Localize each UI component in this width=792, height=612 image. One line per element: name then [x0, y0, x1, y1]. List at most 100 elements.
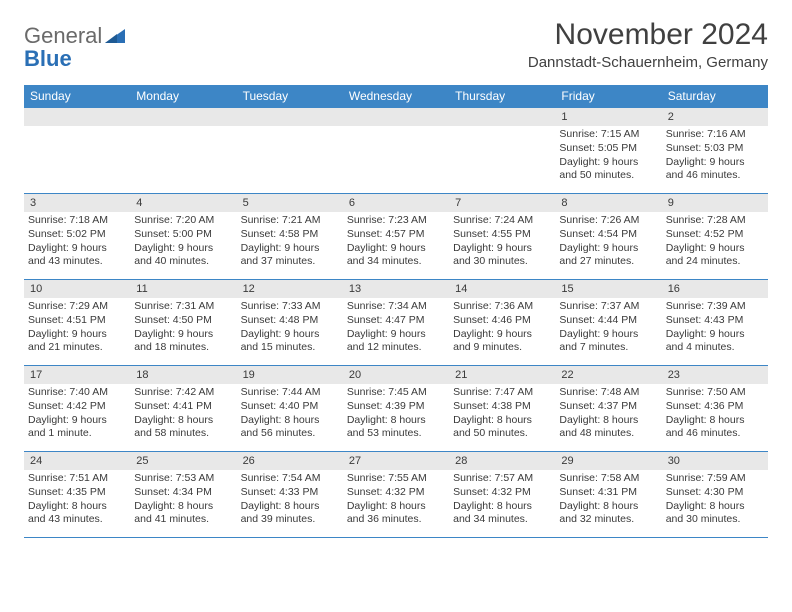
daylight-text: Daylight: 8 hours and 30 minutes.	[666, 500, 764, 527]
calendar-cell: 22Sunrise: 7:48 AMSunset: 4:37 PMDayligh…	[555, 366, 661, 452]
calendar-cell: 12 Sunrise: 7:33 AMSunset: 4:48 PMDayligh…	[237, 280, 343, 366]
day-number: 5	[237, 194, 343, 212]
sunset-text: Sunset: 4:31 PM	[559, 486, 657, 500]
month-title: November 2024	[528, 18, 768, 52]
calendar-cell: 17Sunrise: 7:40 AMSunset: 4:42 PMDayligh…	[24, 366, 130, 452]
calendar-cell	[449, 108, 555, 194]
daylight-text: Daylight: 9 hours and 30 minutes.	[453, 242, 551, 269]
sunrise-text: Sunrise: 7:57 AM	[453, 472, 551, 486]
calendar-week-row: 1Sunrise: 7:15 AMSunset: 5:05 PMDaylight…	[24, 108, 768, 194]
day-number: 16	[662, 280, 768, 298]
sunrise-text: Sunrise: 7:50 AM	[666, 386, 764, 400]
calendar-cell	[24, 108, 130, 194]
daylight-text: Daylight: 9 hours and 12 minutes.	[347, 328, 445, 355]
daylight-text: Daylight: 9 hours and 1 minute.	[28, 414, 126, 441]
daylight-text: Daylight: 9 hours and 27 minutes.	[559, 242, 657, 269]
day-header-sunday: Sunday	[24, 85, 130, 108]
sunrise-text: Sunrise: 7:36 AM	[453, 300, 551, 314]
day-number: 12	[237, 280, 343, 298]
sunset-text: Sunset: 4:57 PM	[347, 228, 445, 242]
sunset-text: Sunset: 4:44 PM	[559, 314, 657, 328]
location: Dannstadt-Schauernheim, Germany	[528, 54, 768, 71]
calendar-cell: 24Sunrise: 7:51 AMSunset: 4:35 PMDayligh…	[24, 452, 130, 538]
day-number: 9	[662, 194, 768, 212]
day-number: 18	[130, 366, 236, 384]
sunset-text: Sunset: 4:54 PM	[559, 228, 657, 242]
calendar-cell: 16Sunrise: 7:39 AMSunset: 4:43 PMDayligh…	[662, 280, 768, 366]
daylight-text: Daylight: 9 hours and 37 minutes.	[241, 242, 339, 269]
daylight-text: Daylight: 8 hours and 58 minutes.	[134, 414, 232, 441]
day-number: 6	[343, 194, 449, 212]
sunset-text: Sunset: 4:35 PM	[28, 486, 126, 500]
sunrise-text: Sunrise: 7:20 AM	[134, 214, 232, 228]
sunrise-text: Sunrise: 7:24 AM	[453, 214, 551, 228]
calendar-week-row: 17Sunrise: 7:40 AMSunset: 4:42 PMDayligh…	[24, 366, 768, 452]
sunset-text: Sunset: 4:32 PM	[347, 486, 445, 500]
sunset-text: Sunset: 4:47 PM	[347, 314, 445, 328]
daylight-text: Daylight: 8 hours and 34 minutes.	[453, 500, 551, 527]
day-number: 27	[343, 452, 449, 470]
sunrise-text: Sunrise: 7:54 AM	[241, 472, 339, 486]
logo-word-general: General	[24, 23, 102, 48]
daylight-text: Daylight: 8 hours and 43 minutes.	[28, 500, 126, 527]
sunset-text: Sunset: 4:34 PM	[134, 486, 232, 500]
logo: General Blue	[24, 24, 125, 70]
calendar-cell: 11 Sunrise: 7:31 AMSunset: 4:50 PMDayligh…	[130, 280, 236, 366]
day-number: 15	[555, 280, 661, 298]
day-number: 26	[237, 452, 343, 470]
sunrise-text: Sunrise: 7:51 AM	[28, 472, 126, 486]
day-number: 11	[130, 280, 236, 298]
sunset-text: Sunset: 4:30 PM	[666, 486, 764, 500]
logo-triangle-icon	[105, 23, 125, 48]
sunrise-text: Sunrise: 7:53 AM	[134, 472, 232, 486]
calendar-week-row: 3Sunrise: 7:18 AMSunset: 5:02 PMDaylight…	[24, 194, 768, 280]
sunset-text: Sunset: 4:48 PM	[241, 314, 339, 328]
daylight-text: Daylight: 8 hours and 32 minutes.	[559, 500, 657, 527]
sunset-text: Sunset: 4:37 PM	[559, 400, 657, 414]
calendar-week-row: 10Sunrise: 7:29 AMSunset: 4:51 PMDayligh…	[24, 280, 768, 366]
day-number: 25	[130, 452, 236, 470]
calendar-cell: 20Sunrise: 7:45 AMSunset: 4:39 PMDayligh…	[343, 366, 449, 452]
day-header-friday: Friday	[555, 85, 661, 108]
daylight-text: Daylight: 9 hours and 18 minutes.	[134, 328, 232, 355]
calendar-cell	[343, 108, 449, 194]
sunrise-text: Sunrise: 7:48 AM	[559, 386, 657, 400]
calendar-cell: 19Sunrise: 7:44 AMSunset: 4:40 PMDayligh…	[237, 366, 343, 452]
calendar-cell: 7Sunrise: 7:24 AMSunset: 4:55 PMDaylight…	[449, 194, 555, 280]
logo-word-blue: Blue	[24, 46, 72, 71]
day-number: 28	[449, 452, 555, 470]
calendar-cell: 27Sunrise: 7:55 AMSunset: 4:32 PMDayligh…	[343, 452, 449, 538]
day-number: 3	[24, 194, 130, 212]
day-header-monday: Monday	[130, 85, 236, 108]
daylight-text: Daylight: 9 hours and 43 minutes.	[28, 242, 126, 269]
sunset-text: Sunset: 5:05 PM	[559, 142, 657, 156]
sunset-text: Sunset: 5:02 PM	[28, 228, 126, 242]
sunset-text: Sunset: 4:50 PM	[134, 314, 232, 328]
daylight-text: Daylight: 8 hours and 48 minutes.	[559, 414, 657, 441]
sunset-text: Sunset: 4:39 PM	[347, 400, 445, 414]
sunrise-text: Sunrise: 7:21 AM	[241, 214, 339, 228]
sunrise-text: Sunrise: 7:31 AM	[134, 300, 232, 314]
sunset-text: Sunset: 4:36 PM	[666, 400, 764, 414]
daylight-text: Daylight: 9 hours and 4 minutes.	[666, 328, 764, 355]
calendar-week-row: 24Sunrise: 7:51 AMSunset: 4:35 PMDayligh…	[24, 452, 768, 538]
sunrise-text: Sunrise: 7:34 AM	[347, 300, 445, 314]
calendar-cell: 18Sunrise: 7:42 AMSunset: 4:41 PMDayligh…	[130, 366, 236, 452]
calendar-cell: 5Sunrise: 7:21 AMSunset: 4:58 PMDaylight…	[237, 194, 343, 280]
calendar-cell: 6Sunrise: 7:23 AMSunset: 4:57 PMDaylight…	[343, 194, 449, 280]
day-number-empty	[130, 108, 236, 126]
daylight-text: Daylight: 9 hours and 9 minutes.	[453, 328, 551, 355]
sunrise-text: Sunrise: 7:55 AM	[347, 472, 445, 486]
day-number-empty	[237, 108, 343, 126]
sunrise-text: Sunrise: 7:40 AM	[28, 386, 126, 400]
sunset-text: Sunset: 4:51 PM	[28, 314, 126, 328]
daylight-text: Daylight: 9 hours and 50 minutes.	[559, 156, 657, 183]
daylight-text: Daylight: 9 hours and 24 minutes.	[666, 242, 764, 269]
day-number: 14	[449, 280, 555, 298]
day-number: 20	[343, 366, 449, 384]
calendar-cell: 8Sunrise: 7:26 AMSunset: 4:54 PMDaylight…	[555, 194, 661, 280]
day-number: 13	[343, 280, 449, 298]
sunrise-text: Sunrise: 7:33 AM	[241, 300, 339, 314]
daylight-text: Daylight: 9 hours and 15 minutes.	[241, 328, 339, 355]
calendar-cell: 26Sunrise: 7:54 AMSunset: 4:33 PMDayligh…	[237, 452, 343, 538]
